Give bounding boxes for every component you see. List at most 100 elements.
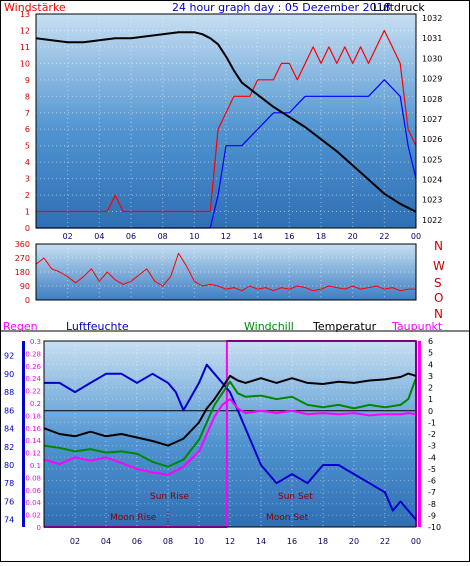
moon-set-label: Moon Set	[266, 513, 309, 523]
regen-header: Regen	[3, 320, 38, 333]
taupunkt-header: Taupunkt	[391, 320, 443, 333]
series-taupunkt	[43, 398, 417, 476]
x-tick-label: 06	[126, 232, 136, 241]
climate-x-tick-label: 18	[318, 537, 328, 546]
humidity-tick-label: 74	[4, 516, 14, 525]
luftdruck-header: Luftdruck	[373, 1, 425, 14]
wind-direction-frame	[35, 243, 417, 301]
wind-tick-label: 0	[25, 224, 30, 233]
temp-tick-label: -6	[428, 477, 436, 486]
temp-tick-label: 1	[428, 395, 433, 404]
graph-title: 24 hour graph day : 05 Dezember 2018	[172, 1, 391, 14]
humidity-tick-label: 82	[4, 443, 14, 452]
regen-tick-label: 0.1	[30, 462, 41, 470]
luftfeuchte-header: Luftfeuchte	[66, 320, 129, 333]
regen-tick-label: 0.26	[25, 363, 41, 371]
climate-x-tick-label: 02	[70, 537, 80, 546]
humidity-tick-label: 90	[4, 370, 14, 379]
compass-label-n2: N	[434, 307, 443, 321]
x-tick-label: 02	[63, 232, 73, 241]
regen-tick-label: 0.18	[25, 412, 41, 420]
regen-tick-label: 0.3	[30, 338, 41, 346]
regen-tick-label: 0.04	[25, 499, 41, 507]
compass-label-w: W	[433, 259, 445, 273]
regen-tick-label: 0.12	[25, 450, 41, 458]
series-temperatur	[43, 372, 417, 447]
temp-tick-label: -7	[428, 488, 436, 497]
x-tick-label: 10	[189, 232, 199, 241]
temp-tick-label: 6	[428, 337, 433, 346]
humidity-axis-bar	[22, 341, 25, 527]
humidity-tick-label: 84	[4, 425, 14, 434]
temp-tick-label: -4	[428, 453, 436, 462]
wind-direction-axes: 0 90 180 270 360	[15, 240, 417, 305]
wind-tick-label: 4	[25, 158, 30, 167]
climate-x-tick-label: 04	[101, 537, 111, 546]
climate-x-tick-label: 12	[225, 537, 235, 546]
wind-tick-label: 11	[20, 43, 30, 52]
pressure-tick-label: 1029	[422, 75, 442, 84]
temp-tick-label: -8	[428, 500, 436, 509]
pressure-tick-label: 1031	[422, 34, 442, 43]
moon-rise-label: Moon Rise	[110, 513, 157, 523]
wind-tick-label: 6	[25, 125, 30, 134]
x-tick-label: 18	[316, 232, 326, 241]
temp-tick-label: 4	[428, 360, 433, 369]
climate-x-tick-label: 14	[256, 537, 266, 546]
sun-rise-label: Sun Rise	[150, 492, 189, 502]
regen-tick-label: 0.06	[25, 487, 41, 495]
pressure-tick-label: 1032	[422, 14, 442, 23]
windchill-header: Windchill	[244, 320, 294, 333]
series-windrichtung	[35, 252, 416, 292]
humidity-tick-label: 80	[4, 461, 14, 470]
pressure-tick-label: 1028	[422, 95, 442, 104]
wind-tick-label: 8	[25, 92, 30, 101]
temp-tick-label: -3	[428, 442, 436, 451]
humidity-tick-label: 86	[4, 406, 14, 415]
wind-tick-label: 1	[25, 208, 30, 217]
humidity-tick-label: 88	[4, 388, 14, 397]
climate-x-tick-label: 00	[411, 537, 421, 546]
pressure-tick-label: 1023	[422, 196, 442, 205]
dir-tick-label: 270	[15, 254, 30, 263]
pressure-tick-label: 1026	[422, 135, 442, 144]
climate-x-tick-label: 08	[163, 537, 173, 546]
regen-tick-label: 0.22	[25, 388, 41, 396]
x-tick-label: 22	[379, 232, 389, 241]
temp-tick-label: 5	[428, 349, 433, 358]
temperatur-header: Temperatur	[312, 320, 377, 333]
temp-tick-label: 2	[428, 384, 433, 393]
pressure-tick-label: 1027	[422, 115, 442, 124]
humidity-tick-label: 78	[4, 479, 14, 488]
temp-axis-bar	[418, 341, 421, 527]
wind-pressure-axes: 02 04 06 08 10 12 14 16 18 20 22 000123456789101112…	[20, 10, 443, 241]
x-tick-label: 14	[253, 232, 263, 241]
regen-tick-label: 0.24	[25, 375, 41, 383]
wind-tick-label: 5	[25, 142, 30, 151]
dir-tick-label: 90	[20, 282, 30, 291]
sun-set-label: Sun Set	[278, 492, 313, 502]
temp-tick-label: 0	[428, 407, 433, 416]
compass-label-n1: N	[434, 239, 443, 253]
temp-tick-label: -2	[428, 430, 436, 439]
pressure-tick-label: 1030	[422, 54, 442, 63]
regen-tick-label: 0.28	[25, 350, 41, 358]
x-tick-label: 08	[158, 232, 168, 241]
dir-tick-label: 0	[25, 296, 30, 305]
climate-x-tick-label: 06	[132, 537, 142, 546]
climate-x-tick-label: 16	[287, 537, 297, 546]
dir-tick-label: 180	[15, 268, 30, 277]
pressure-tick-label: 1022	[422, 216, 442, 225]
climate-frame	[43, 340, 417, 528]
wind-tick-label: 9	[25, 76, 30, 85]
temp-tick-label: -10	[428, 523, 441, 532]
wind-direction-series	[35, 252, 416, 292]
regen-tick-label: 0.08	[25, 474, 41, 482]
wind-tick-label: 7	[25, 109, 30, 118]
dir-tick-label: 360	[15, 240, 30, 249]
temp-tick-label: -9	[428, 511, 436, 520]
regen-tick-label: 0.14	[25, 437, 41, 445]
compass-label-o: O	[434, 291, 443, 305]
wind-tick-label: 13	[20, 10, 30, 19]
